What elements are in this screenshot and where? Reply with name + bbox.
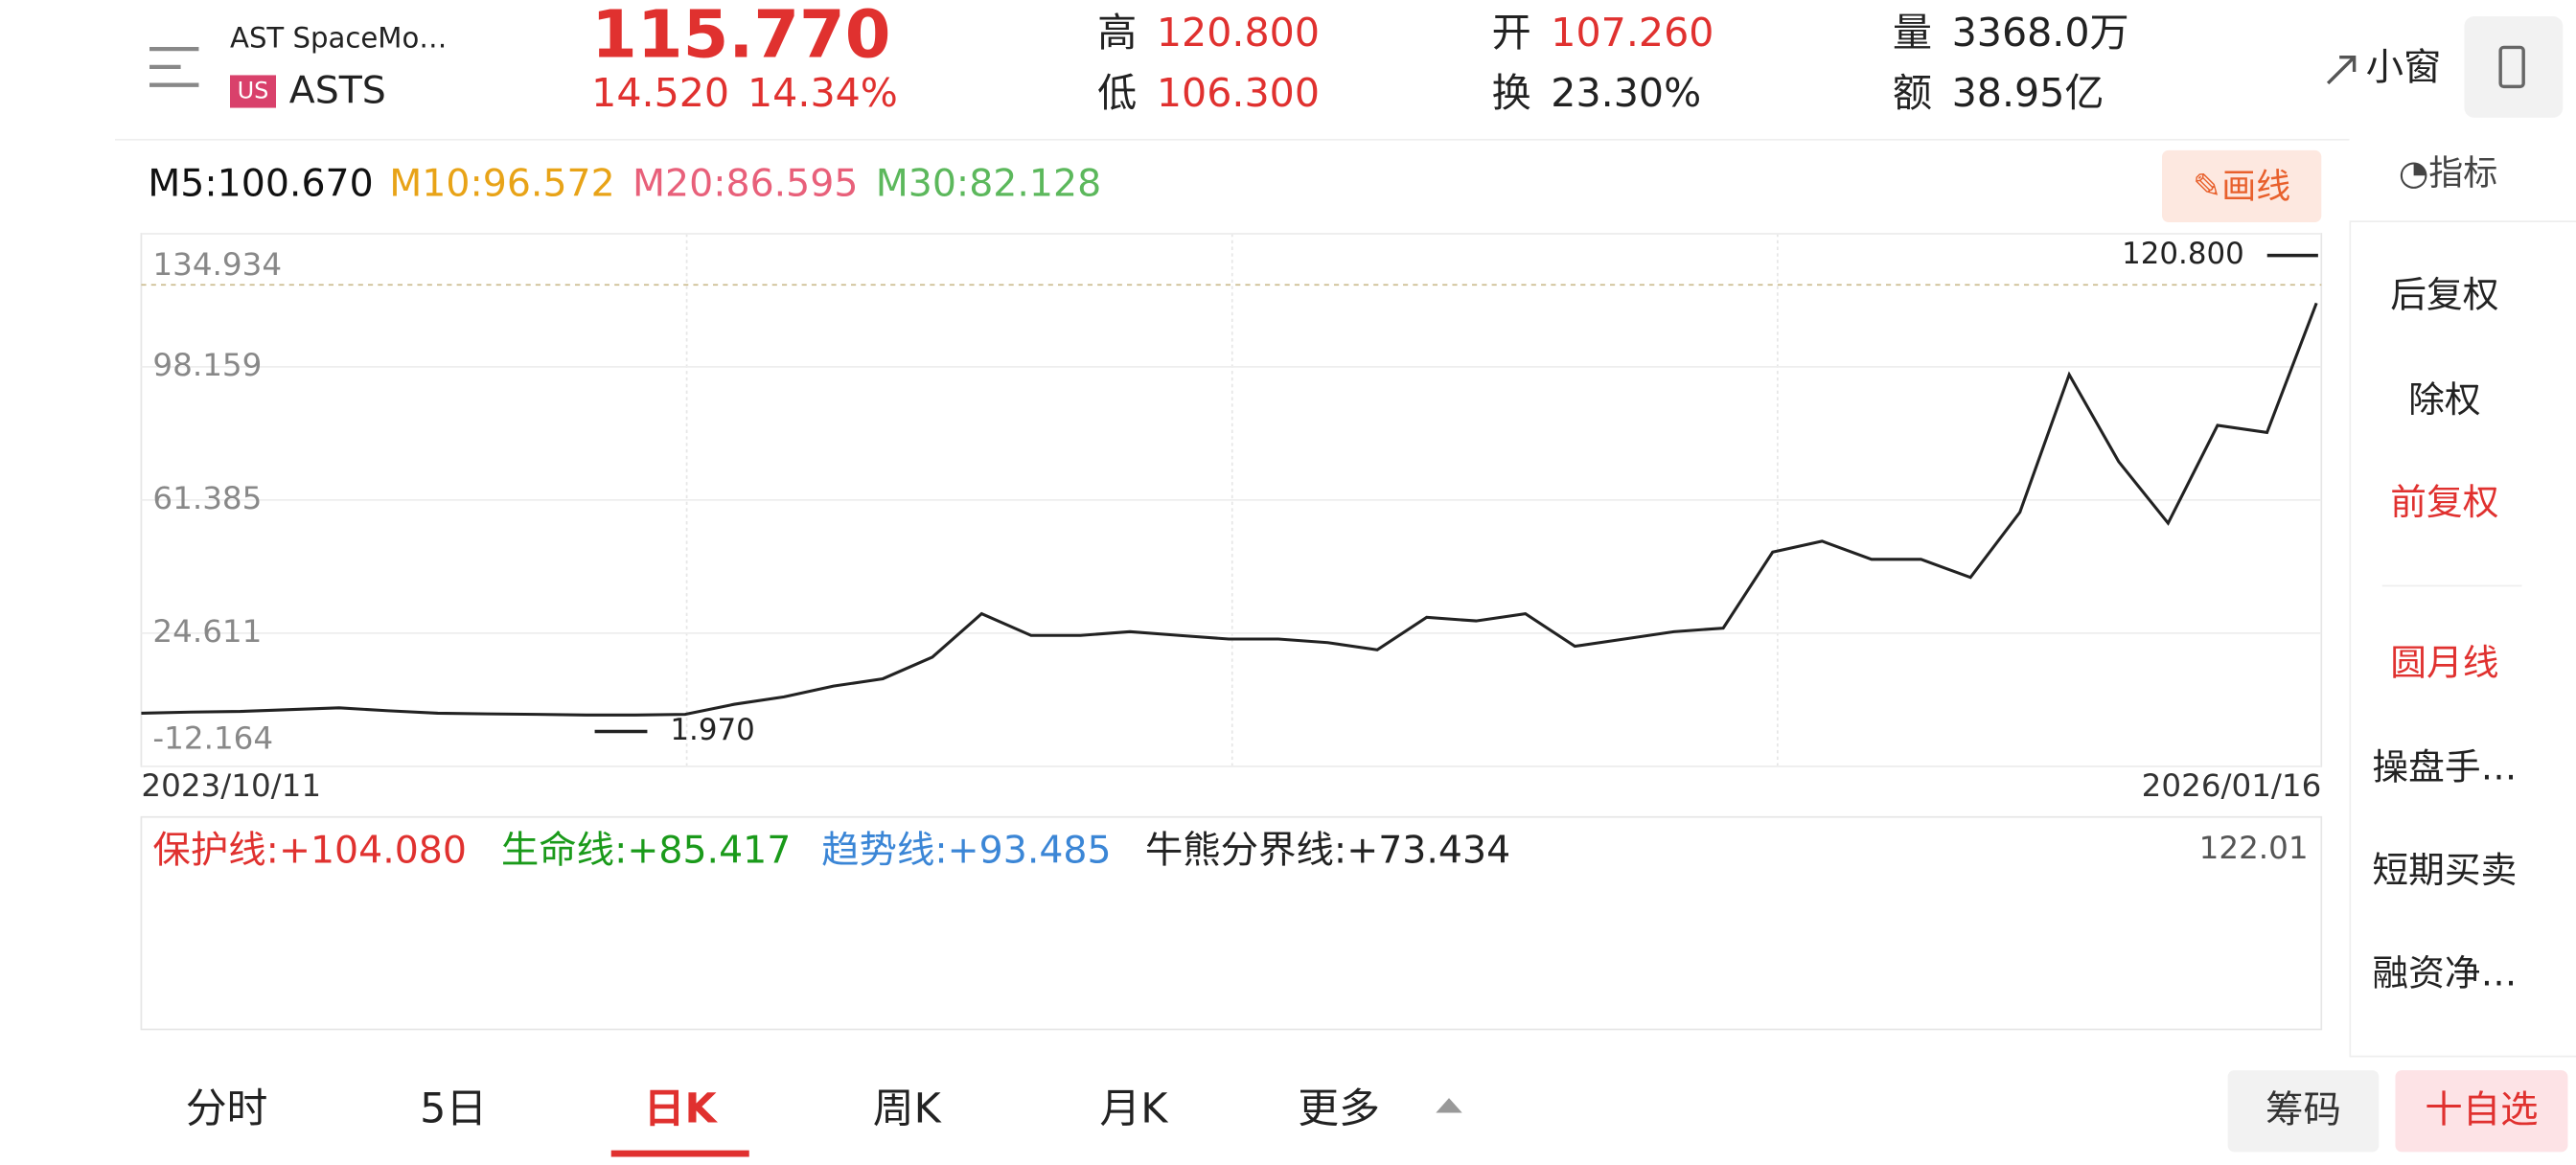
stat-value: 120.800 xyxy=(1156,10,1321,56)
sidebar-item[interactable]: 后复权 xyxy=(2390,276,2499,317)
stat-label: 开 xyxy=(1491,10,1531,56)
y-tick-label: 98.159 xyxy=(152,347,262,383)
mini-icon xyxy=(2326,55,2357,85)
stat-label: 高 xyxy=(1097,10,1138,56)
draw-label: 画线 xyxy=(2221,166,2291,206)
stat-value: 107.260 xyxy=(1551,10,1714,56)
low-label: 1.970 xyxy=(670,713,754,747)
price-line xyxy=(141,302,2318,717)
stat-label: 低 xyxy=(1097,70,1138,117)
tab[interactable]: 5日 xyxy=(420,1085,488,1132)
high-label: 120.800 xyxy=(2122,237,2244,271)
sidebar-item[interactable]: 前复权 xyxy=(2390,483,2499,525)
stat-value: 23.30% xyxy=(1551,70,1702,117)
indicator-label: 指标 xyxy=(2428,153,2498,194)
stat-value: 38.95亿 xyxy=(1951,70,2104,117)
change: 14.520 xyxy=(591,70,730,117)
ticker: ASTS xyxy=(288,70,386,113)
indicator-max: 122.01 xyxy=(2199,830,2309,866)
more-arrow xyxy=(1436,1098,1462,1113)
y-tick-label: 24.611 xyxy=(152,613,262,650)
change-pct: 14.34% xyxy=(748,70,898,117)
indicator-frame xyxy=(140,815,2323,1031)
stat-label: 换 xyxy=(1491,70,1531,117)
indicator-label: 保护线:+104.080 xyxy=(152,830,467,873)
sidebar xyxy=(2349,220,2576,1058)
tab-underline xyxy=(610,1150,749,1157)
device-button[interactable] xyxy=(2464,16,2564,118)
ma-label: M5:100.670 xyxy=(148,163,374,206)
mini-window[interactable]: 小窗 xyxy=(2365,47,2442,90)
stock-name: AST SpaceMo… xyxy=(230,22,448,56)
menu-icon[interactable] xyxy=(145,42,204,91)
price: 115.770 xyxy=(591,0,891,74)
tab[interactable]: 更多 xyxy=(1298,1085,1381,1132)
sidebar-item[interactable]: 除权 xyxy=(2408,380,2481,423)
indicator-button[interactable]: ◔指标 xyxy=(2398,153,2498,194)
ma-label: M10:96.572 xyxy=(389,163,615,206)
stat-label: 额 xyxy=(1892,70,1933,117)
indicator-label: 趋势线:+93.485 xyxy=(821,830,1111,873)
end-date: 2026/01/16 xyxy=(2142,767,2322,804)
ma-label: M30:82.128 xyxy=(875,163,1102,206)
tab[interactable]: 月K xyxy=(1099,1085,1168,1132)
stat-label: 量 xyxy=(1892,10,1933,56)
tab[interactable]: 日K xyxy=(643,1085,717,1132)
indicator-label: 牛熊分界线:+73.434 xyxy=(1145,830,1510,873)
indicator-label: 生命线:+85.417 xyxy=(501,830,791,873)
sidebar-divider xyxy=(2381,584,2522,587)
y-tick-label: -12.164 xyxy=(152,720,273,757)
chip-button[interactable]: 筹码 xyxy=(2227,1070,2380,1153)
watchlist-button[interactable]: 十自选 xyxy=(2395,1070,2568,1153)
market-badge: US xyxy=(230,75,277,108)
ma-label: M20:86.595 xyxy=(632,163,859,206)
sidebar-item[interactable]: 圆月线 xyxy=(2390,643,2499,685)
sidebar-item[interactable]: 融资净… xyxy=(2372,954,2518,995)
divider xyxy=(115,138,2350,141)
tab[interactable]: 分时 xyxy=(185,1085,268,1132)
device-icon xyxy=(2498,45,2525,89)
sidebar-item[interactable]: 短期买卖 xyxy=(2372,851,2518,893)
draw-button[interactable]: ✎画线 xyxy=(2162,149,2322,222)
sidebar-item[interactable]: 操盘手… xyxy=(2372,748,2518,789)
y-tick-label: 134.934 xyxy=(152,246,282,283)
start-date: 2023/10/11 xyxy=(141,767,321,804)
y-tick-label: 61.385 xyxy=(152,480,262,516)
tab[interactable]: 周K xyxy=(872,1085,941,1132)
stat-value: 3368.0万 xyxy=(1951,10,2129,56)
stat-value: 106.300 xyxy=(1156,70,1321,117)
